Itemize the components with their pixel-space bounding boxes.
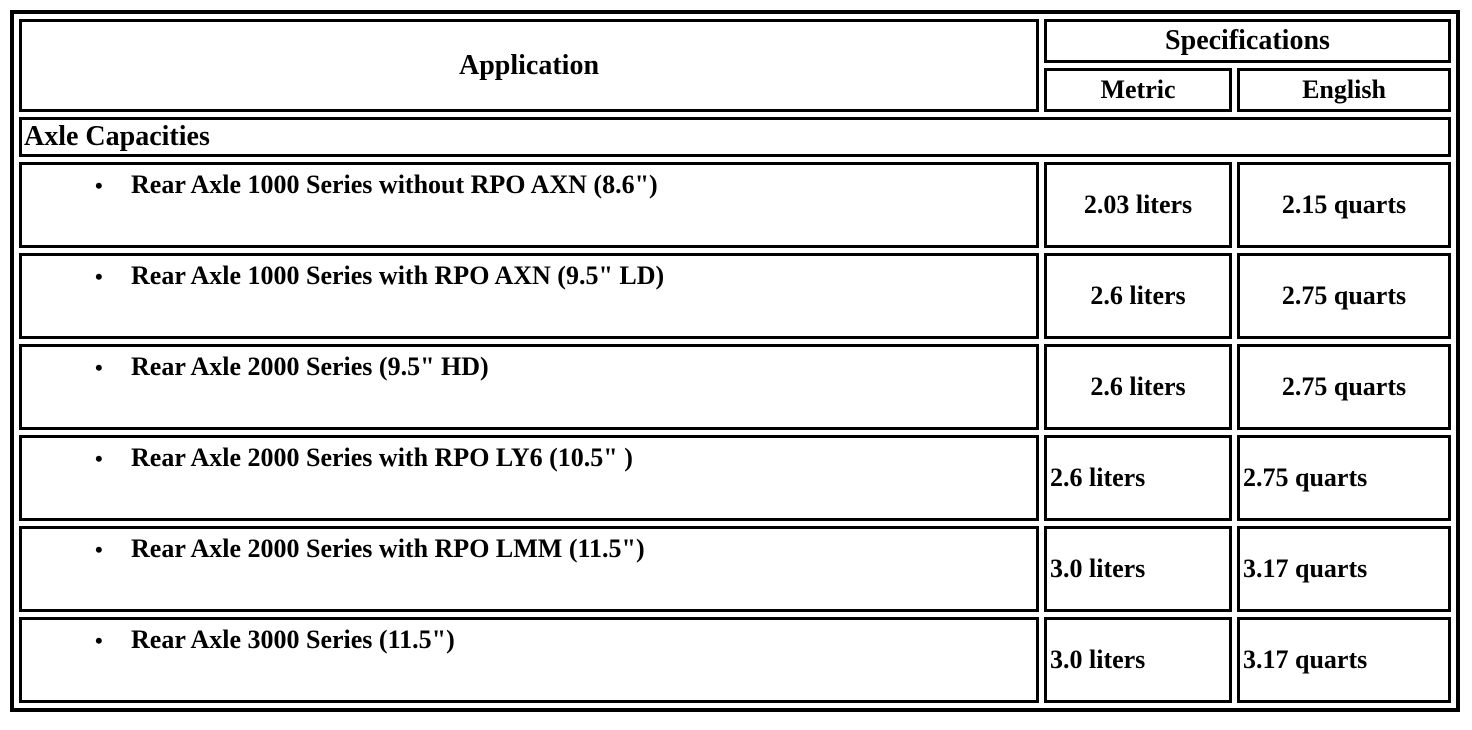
application-line: • Rear Axle 2000 Series with RPO LMM (11…	[23, 534, 1035, 564]
application-line: • Rear Axle 3000 Series (11.5")	[23, 625, 1035, 655]
axle-capacities-spec-table: Application Specifications Metric Englis…	[10, 10, 1460, 712]
metric-value-cell: 2.6 liters	[1044, 435, 1232, 521]
application-label: Rear Axle 2000 Series with RPO LMM (11.5…	[131, 534, 645, 563]
metric-value-cell: 2.6 liters	[1044, 344, 1232, 430]
english-value-cell: 2.75 quarts	[1237, 253, 1451, 339]
application-cell: • Rear Axle 1000 Series with RPO AXN (9.…	[19, 253, 1039, 339]
application-line: • Rear Axle 2000 Series with RPO LY6 (10…	[23, 443, 1035, 473]
application-label: Rear Axle 3000 Series (11.5")	[131, 625, 455, 654]
table-row: • Rear Axle 3000 Series (11.5") 3.0 lite…	[19, 617, 1451, 703]
section-title-axle-capacities: Axle Capacities	[19, 117, 1451, 157]
table-row: • Rear Axle 2000 Series (9.5" HD) 2.6 li…	[19, 344, 1451, 430]
bullet-icon: •	[95, 355, 103, 380]
application-label: Rear Axle 2000 Series with RPO LY6 (10.5…	[131, 443, 633, 472]
table-row: • Rear Axle 2000 Series with RPO LY6 (10…	[19, 435, 1451, 521]
metric-column-header: Metric	[1044, 68, 1232, 112]
metric-value-cell: 3.0 liters	[1044, 526, 1232, 612]
header-row-2: Metric English	[19, 68, 1451, 112]
english-value-cell: 2.75 quarts	[1237, 344, 1451, 430]
table-row: • Rear Axle 1000 Series with RPO AXN (9.…	[19, 253, 1451, 339]
english-value-cell: 2.15 quarts	[1237, 162, 1451, 248]
header-row-1: Application Specifications	[19, 19, 1451, 112]
application-cell: • Rear Axle 1000 Series without RPO AXN …	[19, 162, 1039, 248]
application-label: Rear Axle 1000 Series without RPO AXN (8…	[131, 170, 658, 199]
page: Application Specifications Metric Englis…	[10, 10, 1460, 712]
bullet-icon: •	[95, 264, 103, 289]
specifications-column-header: Specifications	[1044, 19, 1451, 63]
metric-value-cell: 2.6 liters	[1044, 253, 1232, 339]
metric-value-cell: 2.03 liters	[1044, 162, 1232, 248]
bullet-icon: •	[95, 446, 103, 471]
application-line: • Rear Axle 1000 Series without RPO AXN …	[23, 170, 1035, 200]
english-value-cell: 2.75 quarts	[1237, 435, 1451, 521]
table-row: • Rear Axle 1000 Series without RPO AXN …	[19, 162, 1451, 248]
metric-value-cell: 3.0 liters	[1044, 617, 1232, 703]
application-cell: • Rear Axle 2000 Series with RPO LMM (11…	[19, 526, 1039, 612]
application-label: Rear Axle 2000 Series (9.5" HD)	[131, 352, 489, 381]
bullet-icon: •	[95, 628, 103, 653]
application-cell: • Rear Axle 2000 Series with RPO LY6 (10…	[19, 435, 1039, 521]
application-column-header: Application	[19, 19, 1039, 112]
bullet-icon: •	[95, 173, 103, 198]
english-value-cell: 3.17 quarts	[1237, 526, 1451, 612]
bullet-icon: •	[95, 537, 103, 562]
application-line: • Rear Axle 2000 Series (9.5" HD)	[23, 352, 1035, 382]
english-column-header: English	[1237, 68, 1451, 112]
application-cell: • Rear Axle 3000 Series (11.5")	[19, 617, 1039, 703]
application-cell: • Rear Axle 2000 Series (9.5" HD)	[19, 344, 1039, 430]
english-value-cell: 3.17 quarts	[1237, 617, 1451, 703]
application-line: • Rear Axle 1000 Series with RPO AXN (9.…	[23, 261, 1035, 291]
application-label: Rear Axle 1000 Series with RPO AXN (9.5"…	[131, 261, 665, 290]
section-row: Axle Capacities	[19, 117, 1451, 157]
table-row: • Rear Axle 2000 Series with RPO LMM (11…	[19, 526, 1451, 612]
